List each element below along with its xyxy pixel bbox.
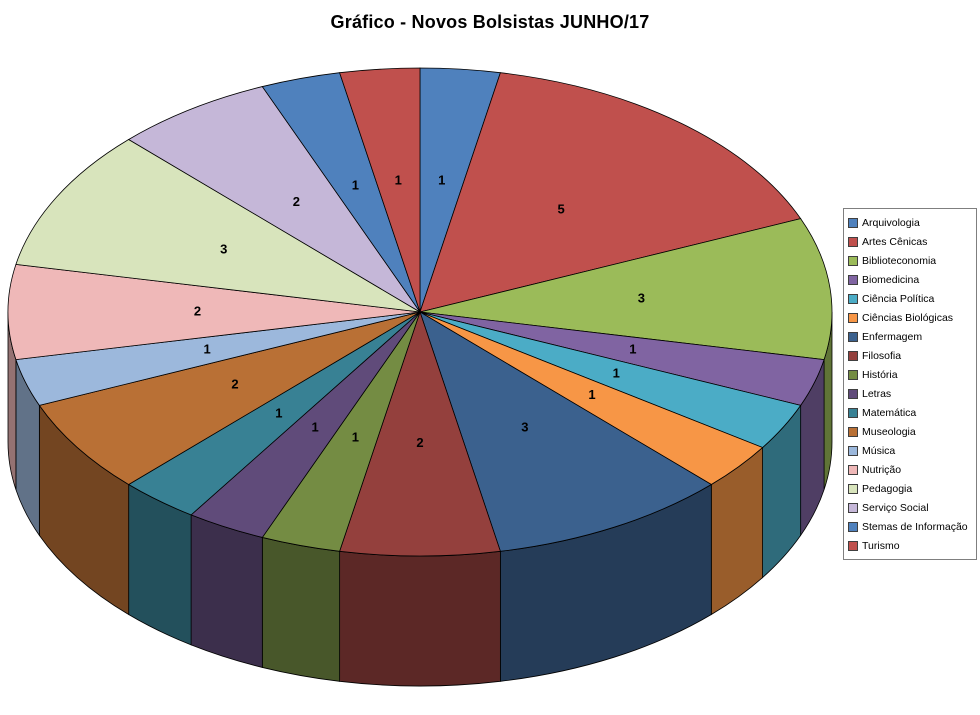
chart-title: Gráfico - Novos Bolsistas JUNHO/17: [330, 12, 650, 32]
legend-label: Biblioteconomia: [862, 254, 937, 267]
data-label-musica: 1: [203, 342, 210, 357]
data-label-stemas-de-informacao: 1: [352, 177, 359, 192]
legend-swatch-arquivologia: [848, 217, 858, 228]
legend-swatch-historia: [848, 369, 858, 380]
legend-swatch-biomedicina: [848, 274, 858, 285]
pie-slice-museologia[interactable]: [38, 311, 421, 485]
legend-swatch-turismo: [848, 540, 858, 551]
legend-item-servico-social[interactable]: Serviço Social: [848, 498, 973, 517]
legend-item-filosofia[interactable]: Filosofia: [848, 346, 973, 365]
legend-swatch-artes-cenicas: [848, 236, 858, 247]
legend-item-musica[interactable]: Música: [848, 441, 973, 460]
legend-label: Museologia: [862, 425, 916, 438]
legend-item-nutricao[interactable]: Nutrição: [848, 460, 973, 479]
legend-label: Música: [862, 444, 896, 457]
legend-item-artes-cenicas[interactable]: Artes Cênicas: [848, 232, 973, 251]
legend-label: Enfermagem: [862, 330, 923, 343]
pie-slice-side-filosofia: [339, 550, 501, 687]
legend-swatch-ciencia-politica: [848, 293, 858, 304]
legend-swatch-matematica: [848, 407, 858, 418]
data-label-museologia: 2: [231, 377, 238, 392]
legend-swatch-ciencias-biologicas: [848, 312, 858, 323]
pie-slice-nutricao[interactable]: [7, 263, 421, 361]
legend-swatch-letras: [848, 388, 858, 399]
data-label-ciencia-politica: 1: [613, 366, 620, 381]
legend-item-ciencia-politica[interactable]: Ciência Política: [848, 289, 973, 308]
legend-item-stemas-de-informacao[interactable]: Stemas de Informação: [848, 517, 973, 536]
legend-item-ciencias-biologicas[interactable]: Ciências Biológicas: [848, 308, 973, 327]
legend-swatch-biblioteconomia: [848, 255, 858, 266]
legend-label: Serviço Social: [862, 501, 929, 514]
pie-slice-biblioteconomia[interactable]: [419, 218, 833, 361]
legend-label: Filosofia: [862, 349, 902, 362]
data-label-pedagogia: 3: [220, 241, 227, 256]
legend-swatch-museologia: [848, 426, 858, 437]
pie-slice-turismo[interactable]: [339, 67, 421, 313]
legend-label: Ciência Política: [862, 292, 935, 305]
legend-item-biomedicina[interactable]: Biomedicina: [848, 270, 973, 289]
pie-slice-filosofia[interactable]: [339, 310, 501, 557]
chart-legend: Arquivologia Artes Cênicas Biblioteconomia…: [843, 208, 977, 560]
data-label-artes-cenicas: 5: [557, 202, 564, 217]
legend-label: Pedagogia: [862, 482, 913, 495]
legend-item-historia[interactable]: História: [848, 365, 973, 384]
legend-label: Artes Cênicas: [862, 235, 928, 248]
legend-label: Nutrição: [862, 463, 902, 476]
data-label-biblioteconomia: 3: [638, 291, 645, 306]
legend-item-turismo[interactable]: Turismo: [848, 536, 973, 555]
pie-slice-enfermagem[interactable]: [419, 311, 713, 552]
legend-item-enfermagem[interactable]: Enfermagem: [848, 327, 973, 346]
legend-label: Biomedicina: [862, 273, 920, 286]
legend-item-museologia[interactable]: Museologia: [848, 422, 973, 441]
legend-label: Arquivologia: [862, 216, 920, 229]
legend-label: Turismo: [862, 539, 900, 552]
legend-item-pedagogia[interactable]: Pedagogia: [848, 479, 973, 498]
legend-item-letras[interactable]: Letras: [848, 384, 973, 403]
legend-label: História: [862, 368, 898, 381]
pie-slice-side-letras: [190, 514, 263, 668]
data-label-letras: 1: [311, 420, 318, 435]
legend-swatch-filosofia: [848, 350, 858, 361]
data-label-turismo: 1: [395, 172, 402, 187]
legend-item-matematica[interactable]: Matemática: [848, 403, 973, 422]
data-label-historia: 1: [352, 430, 359, 445]
legend-label: Ciências Biológicas: [862, 311, 954, 324]
legend-item-biblioteconomia[interactable]: Biblioteconomia: [848, 251, 973, 270]
pie-slice-servico-social[interactable]: [127, 86, 421, 313]
data-label-filosofia: 2: [416, 435, 423, 450]
legend-swatch-musica: [848, 445, 858, 456]
pie-slice-side-historia: [261, 536, 341, 682]
legend-swatch-pedagogia: [848, 483, 858, 494]
legend-label: Stemas de Informação: [862, 520, 968, 533]
legend-label: Letras: [862, 387, 892, 400]
data-label-matematica: 1: [275, 405, 282, 420]
data-label-enfermagem: 3: [521, 420, 528, 435]
data-label-servico-social: 2: [293, 194, 300, 209]
pie-slice-artes-cenicas[interactable]: [419, 72, 802, 313]
legend-label: Matemática: [862, 406, 917, 419]
legend-swatch-stemas-de-informacao: [848, 521, 858, 532]
data-label-arquivologia: 1: [438, 172, 445, 187]
legend-swatch-nutricao: [848, 464, 858, 475]
pie-slice-pedagogia[interactable]: [15, 139, 421, 313]
legend-swatch-servico-social: [848, 502, 858, 513]
data-label-nutricao: 2: [194, 303, 201, 318]
legend-swatch-enfermagem: [848, 331, 858, 342]
legend-item-arquivologia[interactable]: Arquivologia: [848, 213, 973, 232]
data-label-biomedicina: 1: [629, 342, 636, 357]
data-label-ciencias-biologicas: 1: [588, 387, 595, 402]
